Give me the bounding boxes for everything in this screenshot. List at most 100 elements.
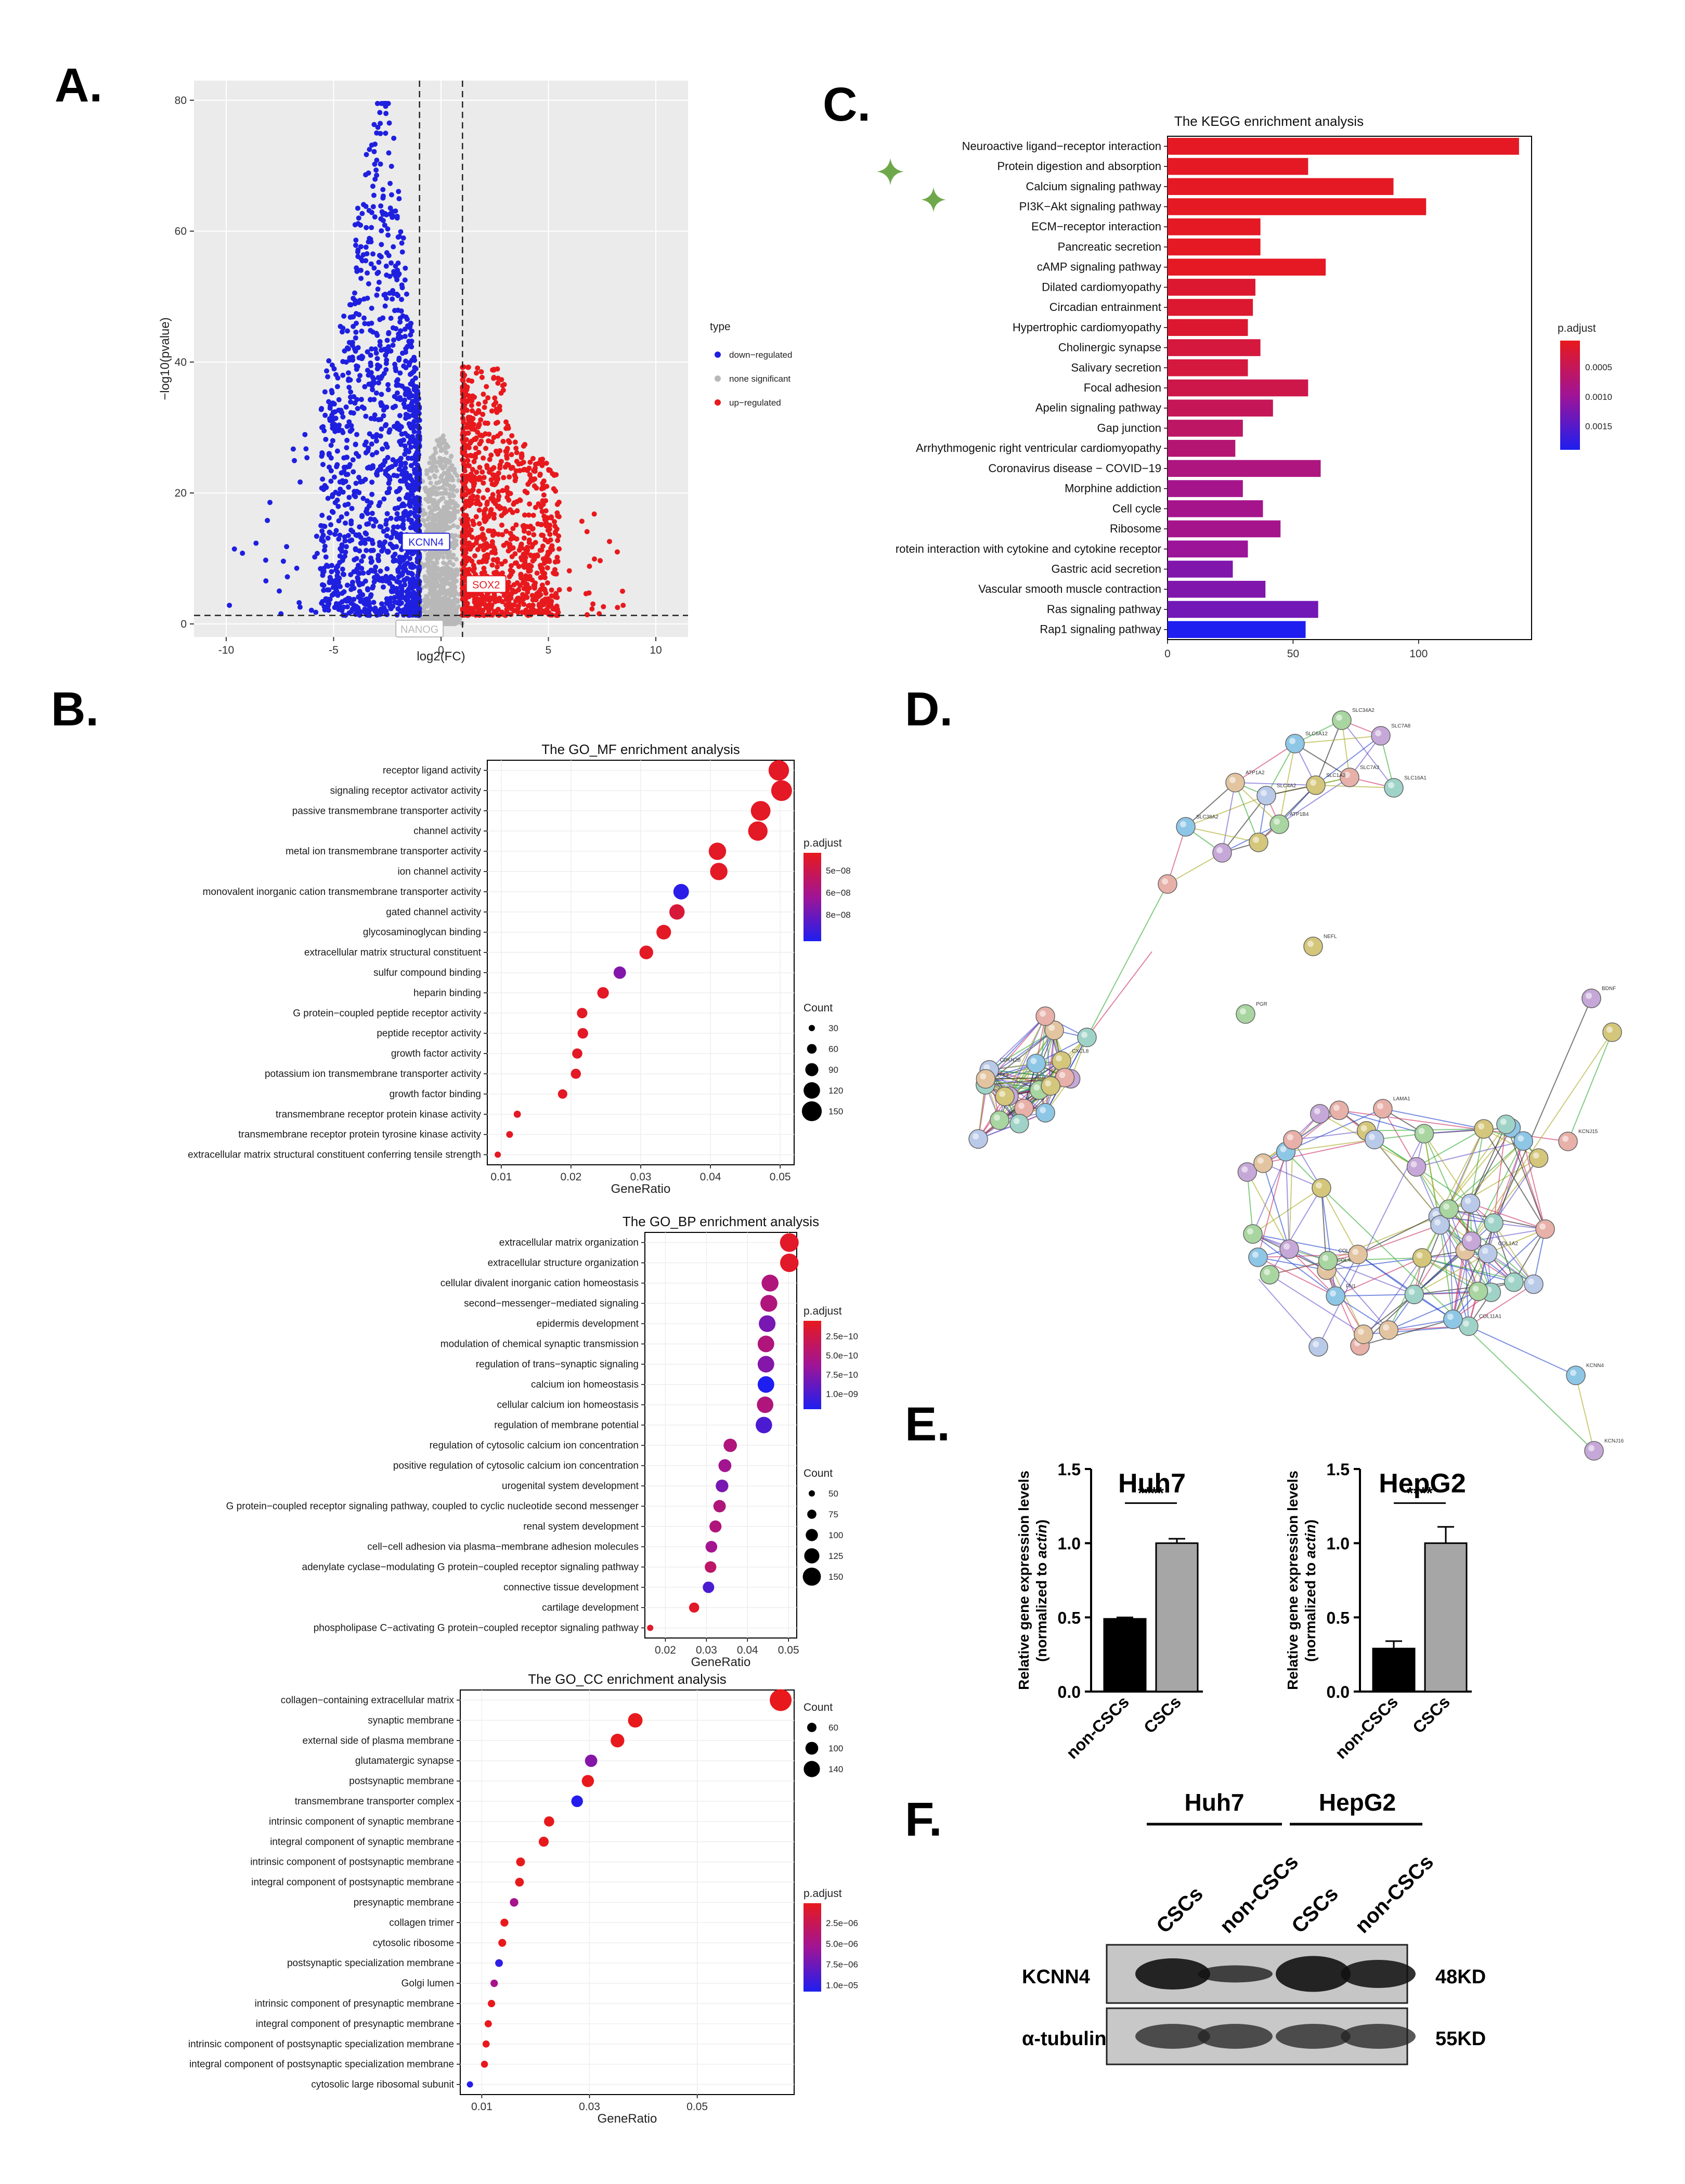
network-node <box>1496 1114 1516 1135</box>
volcano-point-up <box>502 464 508 470</box>
network-node <box>1379 1320 1398 1340</box>
network-node <box>1269 814 1289 834</box>
wb-group-hepg2: HepG2 <box>1319 1789 1396 1816</box>
volcano-point-up <box>552 523 558 529</box>
volcano-point-up <box>501 506 507 512</box>
go_mf-title: The GO_MF enrichment analysis <box>541 742 740 757</box>
volcano-point-down <box>358 535 364 540</box>
network-node-highlight <box>1528 1278 1535 1285</box>
network-edge <box>1167 852 1223 885</box>
volcano-point-none <box>440 605 446 610</box>
volcano-point-up <box>500 532 506 538</box>
network-edge <box>1086 951 1152 1038</box>
network-node <box>1279 1239 1299 1259</box>
go_mf-dot-18 <box>506 1131 513 1138</box>
network-node-highlight <box>1241 1166 1248 1173</box>
network-node <box>1158 874 1177 894</box>
volcano-point-up <box>544 553 550 559</box>
go_mf-dot-10 <box>613 966 626 979</box>
volcano-point-down <box>344 424 350 430</box>
volcano-point-down <box>329 388 334 394</box>
volcano-point-down <box>385 232 391 238</box>
volcano-point-none <box>449 453 454 459</box>
volcano-point-up <box>519 461 524 466</box>
volcano-point-down <box>341 313 347 319</box>
volcano-point-up <box>491 435 497 440</box>
volcano-point-none <box>453 501 458 506</box>
network-edge <box>1493 1223 1514 1283</box>
volcano-point-up <box>491 515 497 521</box>
volcano-point-up <box>549 587 554 593</box>
volcano-point-down <box>406 475 411 480</box>
volcano-point-down <box>365 498 370 504</box>
volcano-point-none <box>453 557 459 562</box>
volcano-point-up <box>527 501 533 507</box>
volcano-point-up <box>462 602 468 608</box>
volcano-point-none <box>439 473 445 478</box>
volcano-point-down <box>406 339 412 344</box>
volcano-point-down <box>405 560 410 566</box>
go_cc-category-6: intrinsic component of synaptic membrane <box>269 1816 454 1827</box>
volcano-point-down <box>371 600 377 605</box>
volcano-point-down <box>396 496 402 502</box>
volcano-point-down <box>390 528 396 534</box>
volcano-point-down <box>396 574 401 580</box>
qpcr_hepg2-ytick-3: 1.5 <box>1327 1460 1350 1479</box>
go_cc-size-legend-label-2: 140 <box>828 1764 843 1774</box>
volcano-point-down <box>404 470 409 476</box>
volcano-point-up <box>606 539 612 544</box>
volcano-point-up <box>469 477 474 483</box>
kegg-bar-6 <box>1168 258 1326 276</box>
volcano-point-up <box>460 440 466 446</box>
qpcr_hepg2-ytick-2: 1.0 <box>1327 1535 1350 1553</box>
volcano-point-up <box>542 588 548 593</box>
volcano-point-up <box>519 454 524 460</box>
network-edge <box>1258 1256 1336 1297</box>
volcano-point-down <box>398 229 404 235</box>
network-node-highlight <box>1229 777 1236 783</box>
volcano-point-up <box>556 587 562 593</box>
kegg-bar-10 <box>1168 339 1261 356</box>
volcano-point-up <box>496 470 501 476</box>
volcano-point-up <box>504 485 510 490</box>
go_mf-category-15: potassium ion transmembrane transporter … <box>265 1069 482 1080</box>
volcano-point-down <box>353 329 359 335</box>
volcano-point-down <box>263 578 269 584</box>
volcano-point-down <box>362 442 368 448</box>
volcano-point-up <box>467 420 473 426</box>
network-node-highlight <box>1377 1103 1383 1110</box>
volcano-point-none <box>436 460 442 465</box>
network-node-highlight <box>1570 1370 1576 1376</box>
kegg-bar-1 <box>1168 158 1308 175</box>
go_bp-title: The GO_BP enrichment analysis <box>623 1214 819 1229</box>
volcano-point-up <box>547 531 553 537</box>
volcano-point-down <box>399 589 405 594</box>
network-node-highlight <box>983 1064 990 1071</box>
network-node-highlight <box>1518 1135 1524 1142</box>
volcano-point-none <box>433 446 438 451</box>
volcano-point-up <box>541 492 547 498</box>
volcano-point-up <box>490 557 496 563</box>
volcano-point-down <box>370 204 376 210</box>
volcano-xtick-2: 0 <box>438 644 444 656</box>
volcano-point-down <box>326 515 332 521</box>
volcano-point-down <box>348 399 354 405</box>
volcano-point-up <box>490 472 496 478</box>
volcano-point-down <box>321 487 327 492</box>
volcano-point-none <box>451 484 456 489</box>
volcano-point-down <box>412 385 418 391</box>
volcano-point-up <box>473 445 478 451</box>
volcano-point-up <box>545 565 550 571</box>
go_mf-dot-12 <box>577 1008 588 1019</box>
network-node-highlight <box>1462 1320 1469 1327</box>
volcano-point-none <box>451 593 457 599</box>
volcano-point-none <box>439 485 445 490</box>
volcano-point-down <box>355 563 361 568</box>
volcano-point-down <box>338 407 344 413</box>
network-node-highlight <box>1040 1107 1046 1113</box>
volcano-point-down <box>396 579 402 585</box>
volcano-point-up <box>466 445 472 450</box>
go_cc-category-15: intrinsic component of presynaptic membr… <box>255 1998 454 2009</box>
go_mf-dot-5 <box>710 863 728 880</box>
